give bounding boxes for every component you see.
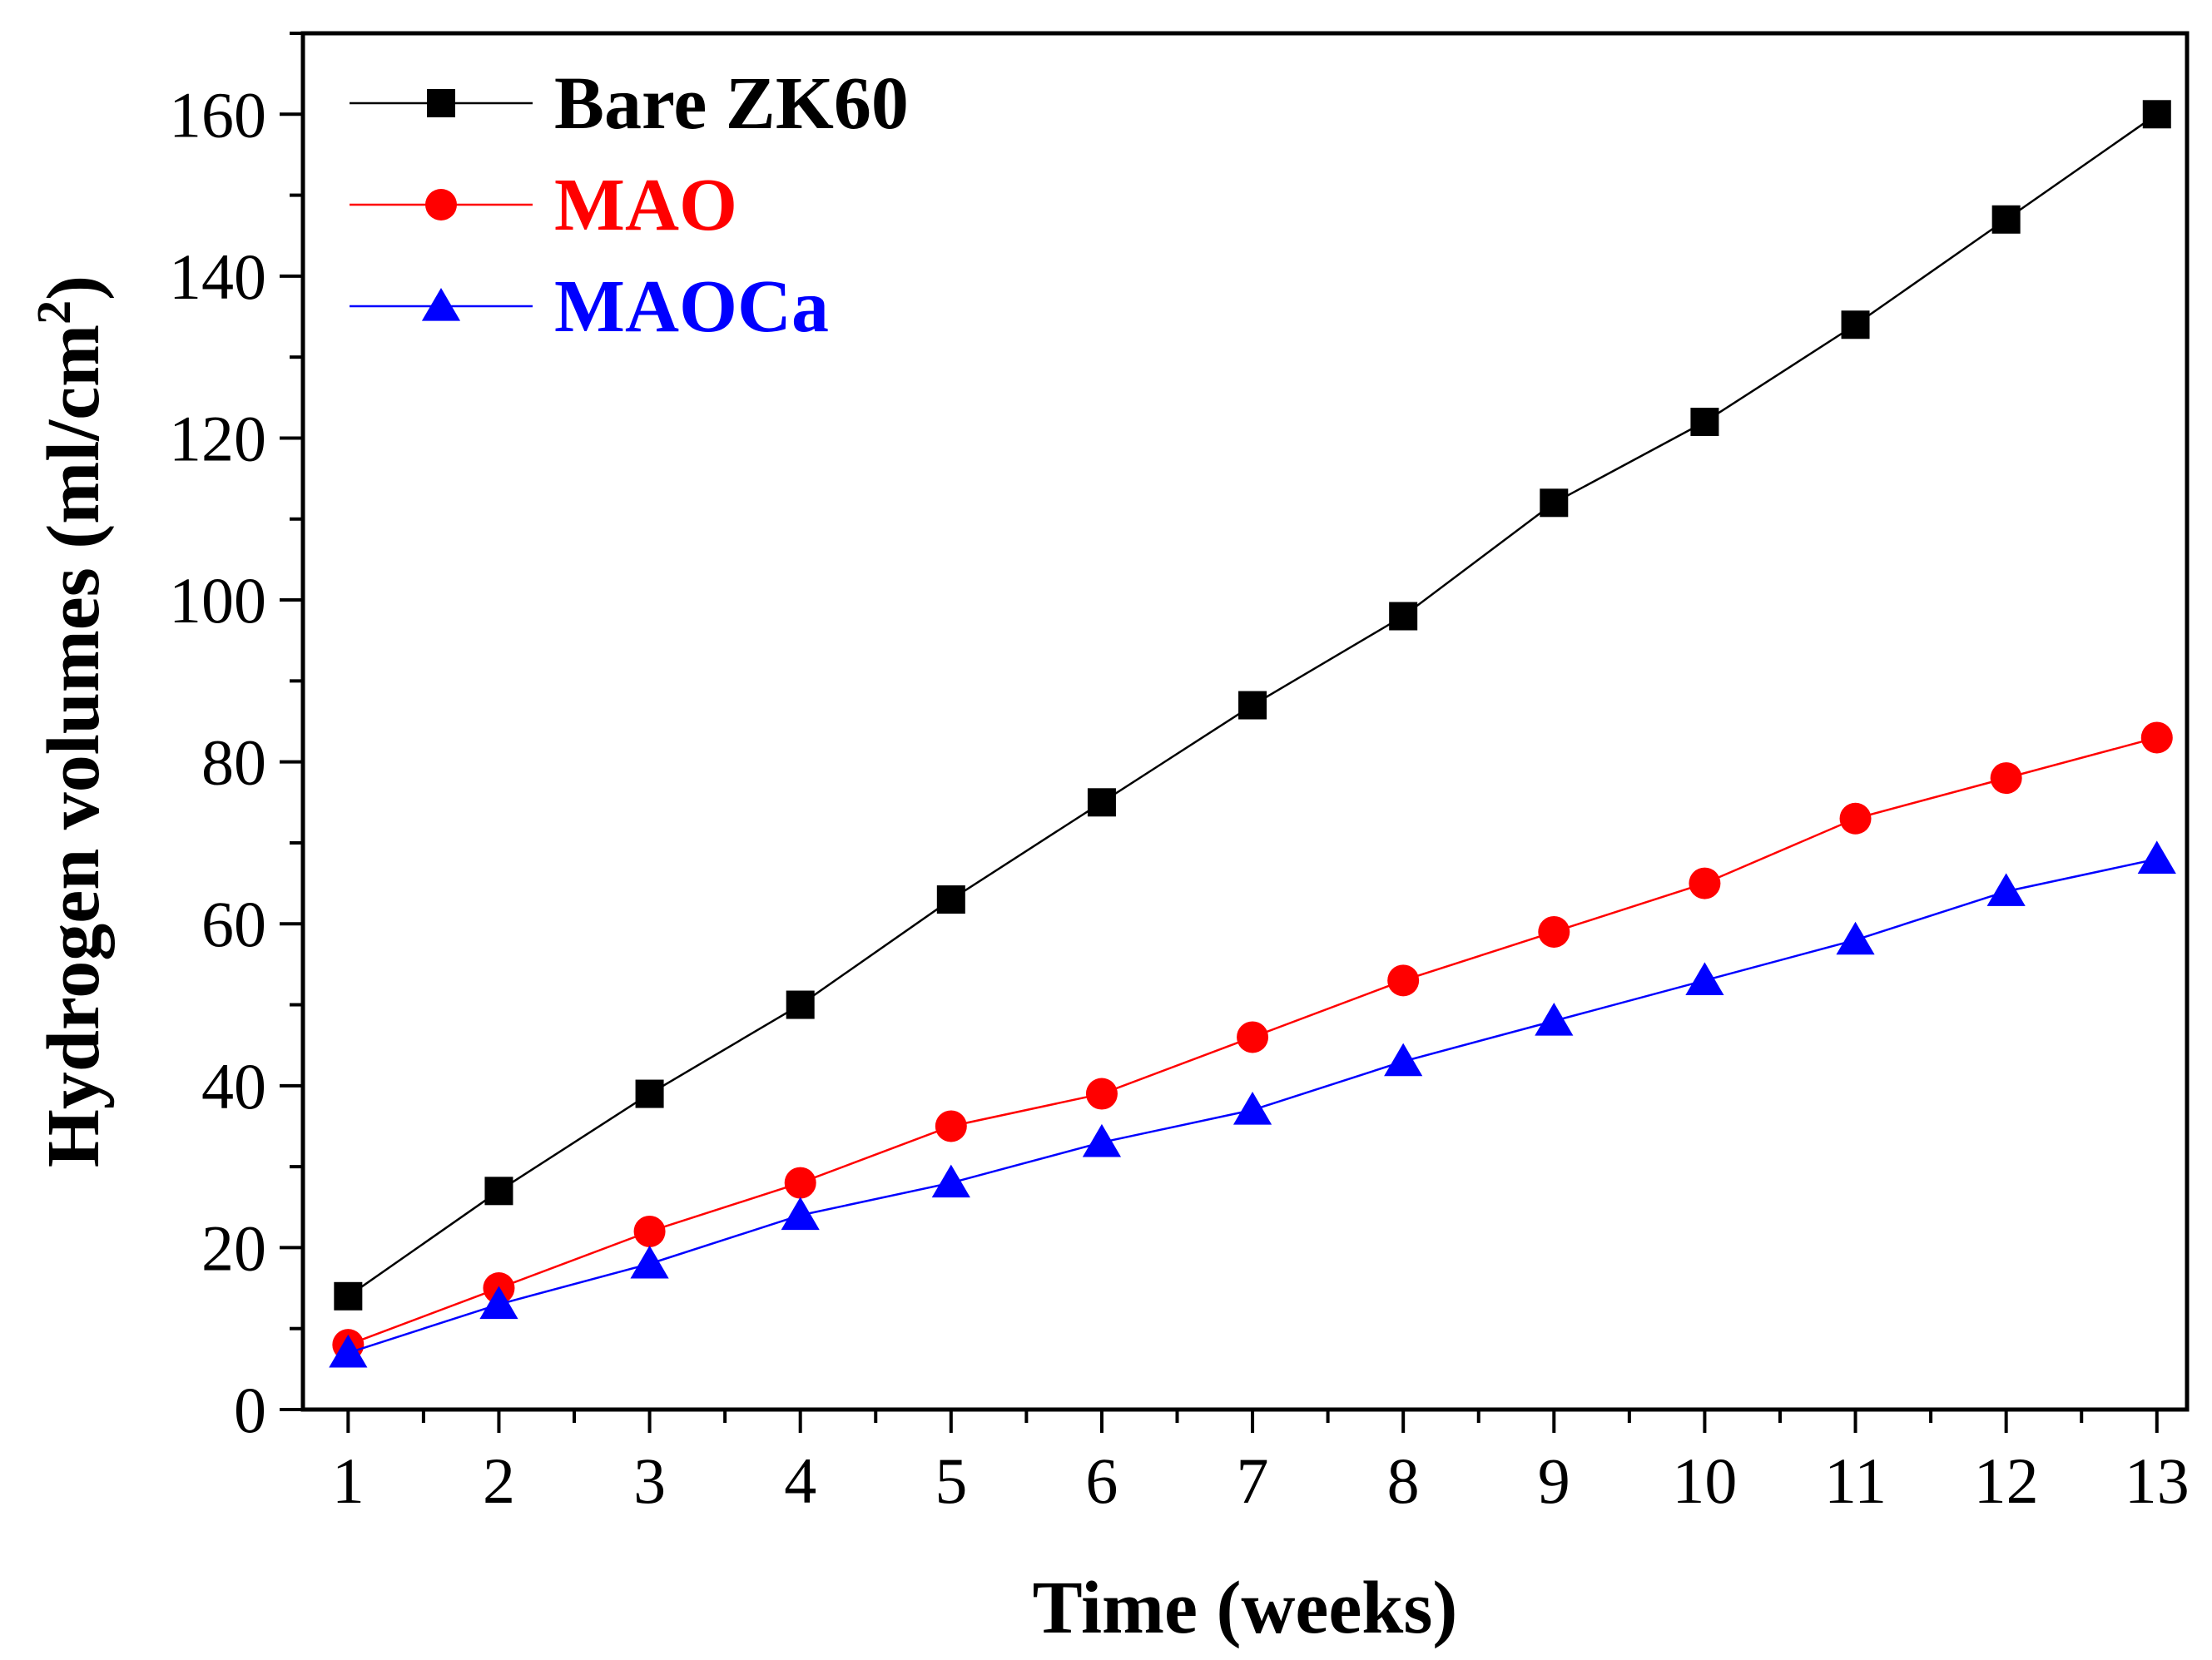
data-point-bare-zk60-7 bbox=[1238, 691, 1267, 720]
legend: Bare ZK60 MAO MAOCa bbox=[350, 62, 909, 348]
data-point-bare-zk60-2 bbox=[484, 1177, 513, 1206]
legend-marker-mao bbox=[425, 189, 457, 221]
data-point-maoca-10 bbox=[1685, 962, 1724, 995]
y-axis-title: Hydrogen volumes (ml/cm2) bbox=[27, 275, 115, 1167]
legend-marker-maoca bbox=[421, 288, 461, 321]
y-axis-title-superscript: 2 bbox=[27, 300, 81, 325]
data-series bbox=[329, 100, 2176, 1368]
series-maoca bbox=[329, 840, 2176, 1368]
x-axis-title: Time (weeks) bbox=[1033, 1567, 1458, 1649]
data-point-bare-zk60-8 bbox=[1389, 602, 1418, 631]
data-point-bare-zk60-13 bbox=[2142, 100, 2171, 129]
data-point-maoca-12 bbox=[1986, 873, 2026, 906]
data-point-maoca-11 bbox=[1836, 921, 1875, 955]
y-tick-label-160: 160 bbox=[169, 78, 266, 151]
data-point-mao-12 bbox=[1990, 762, 2022, 795]
x-tick-label-5: 5 bbox=[935, 1444, 967, 1517]
data-point-maoca-8 bbox=[1384, 1043, 1423, 1077]
data-point-bare-zk60-9 bbox=[1540, 488, 1569, 518]
data-point-mao-3 bbox=[633, 1215, 666, 1247]
data-point-maoca-1 bbox=[329, 1334, 368, 1368]
legend-label-maoca: MAOCa bbox=[554, 265, 829, 348]
y-tick-label-120: 120 bbox=[169, 402, 266, 474]
x-tick-label-2: 2 bbox=[483, 1444, 515, 1517]
x-tick-label-8: 8 bbox=[1387, 1444, 1420, 1517]
y-axis-title-close: ) bbox=[32, 275, 115, 300]
legend-label-mao: MAO bbox=[554, 164, 737, 246]
x-tick-label-4: 4 bbox=[784, 1444, 816, 1517]
data-point-bare-zk60-5 bbox=[936, 885, 965, 914]
x-tick-label-13: 13 bbox=[2125, 1444, 2190, 1517]
data-point-maoca-13 bbox=[2137, 840, 2176, 874]
y-tick-label-80: 80 bbox=[201, 726, 266, 799]
data-point-mao-7 bbox=[1237, 1021, 1269, 1053]
plot-frame bbox=[300, 31, 2190, 1412]
x-tick-label-10: 10 bbox=[1672, 1444, 1737, 1517]
data-point-bare-zk60-4 bbox=[786, 990, 815, 1019]
data-point-bare-zk60-3 bbox=[635, 1079, 664, 1108]
legend-entry-mao: MAO bbox=[350, 164, 737, 246]
data-point-bare-zk60-1 bbox=[334, 1281, 363, 1311]
y-axis-title-main: Hydrogen volumes (ml/cm bbox=[32, 325, 115, 1167]
data-point-bare-zk60-12 bbox=[1991, 205, 2021, 234]
data-point-mao-9 bbox=[1538, 915, 1570, 948]
data-point-maoca-2 bbox=[479, 1286, 518, 1320]
data-point-maoca-9 bbox=[1535, 1002, 1574, 1036]
data-point-mao-13 bbox=[2140, 721, 2173, 754]
data-point-mao-10 bbox=[1689, 867, 1721, 899]
legend-marker-bare-zk60 bbox=[427, 89, 455, 117]
x-tick-label-11: 11 bbox=[1824, 1444, 1887, 1517]
y-tick-label-40: 40 bbox=[201, 1050, 266, 1122]
data-point-mao-5 bbox=[935, 1110, 967, 1142]
data-point-bare-zk60-11 bbox=[1841, 310, 1870, 339]
data-point-bare-zk60-6 bbox=[1087, 788, 1116, 817]
y-tick-label-100: 100 bbox=[169, 564, 266, 637]
data-point-maoca-4 bbox=[781, 1197, 820, 1231]
y-tick-label-0: 0 bbox=[234, 1374, 266, 1446]
data-point-maoca-6 bbox=[1082, 1123, 1122, 1157]
legend-label-bare-zk60: Bare ZK60 bbox=[554, 62, 909, 145]
data-point-maoca-3 bbox=[630, 1245, 669, 1279]
x-tick-label-7: 7 bbox=[1237, 1444, 1269, 1517]
y-tick-label-20: 20 bbox=[201, 1212, 266, 1284]
y-tick-label-60: 60 bbox=[201, 888, 266, 960]
x-tick-label-3: 3 bbox=[633, 1444, 666, 1517]
x-tick-label-6: 6 bbox=[1085, 1444, 1118, 1517]
data-point-mao-6 bbox=[1085, 1078, 1118, 1110]
series-bare-zk60 bbox=[334, 100, 2171, 1311]
x-tick-label-9: 9 bbox=[1538, 1444, 1570, 1517]
legend-entry-maoca: MAOCa bbox=[350, 265, 829, 348]
x-tick-label-1: 1 bbox=[332, 1444, 365, 1517]
data-point-mao-8 bbox=[1387, 964, 1420, 997]
y-tick-label-140: 140 bbox=[169, 240, 266, 313]
data-point-mao-11 bbox=[1839, 802, 1872, 835]
data-point-maoca-5 bbox=[931, 1164, 970, 1198]
legend-entry-bare-zk60: Bare ZK60 bbox=[350, 62, 909, 145]
data-point-bare-zk60-10 bbox=[1690, 408, 1719, 437]
series-mao bbox=[332, 721, 2173, 1361]
data-point-mao-4 bbox=[784, 1167, 816, 1199]
data-point-maoca-7 bbox=[1232, 1092, 1272, 1125]
x-tick-label-12: 12 bbox=[1974, 1444, 2039, 1517]
